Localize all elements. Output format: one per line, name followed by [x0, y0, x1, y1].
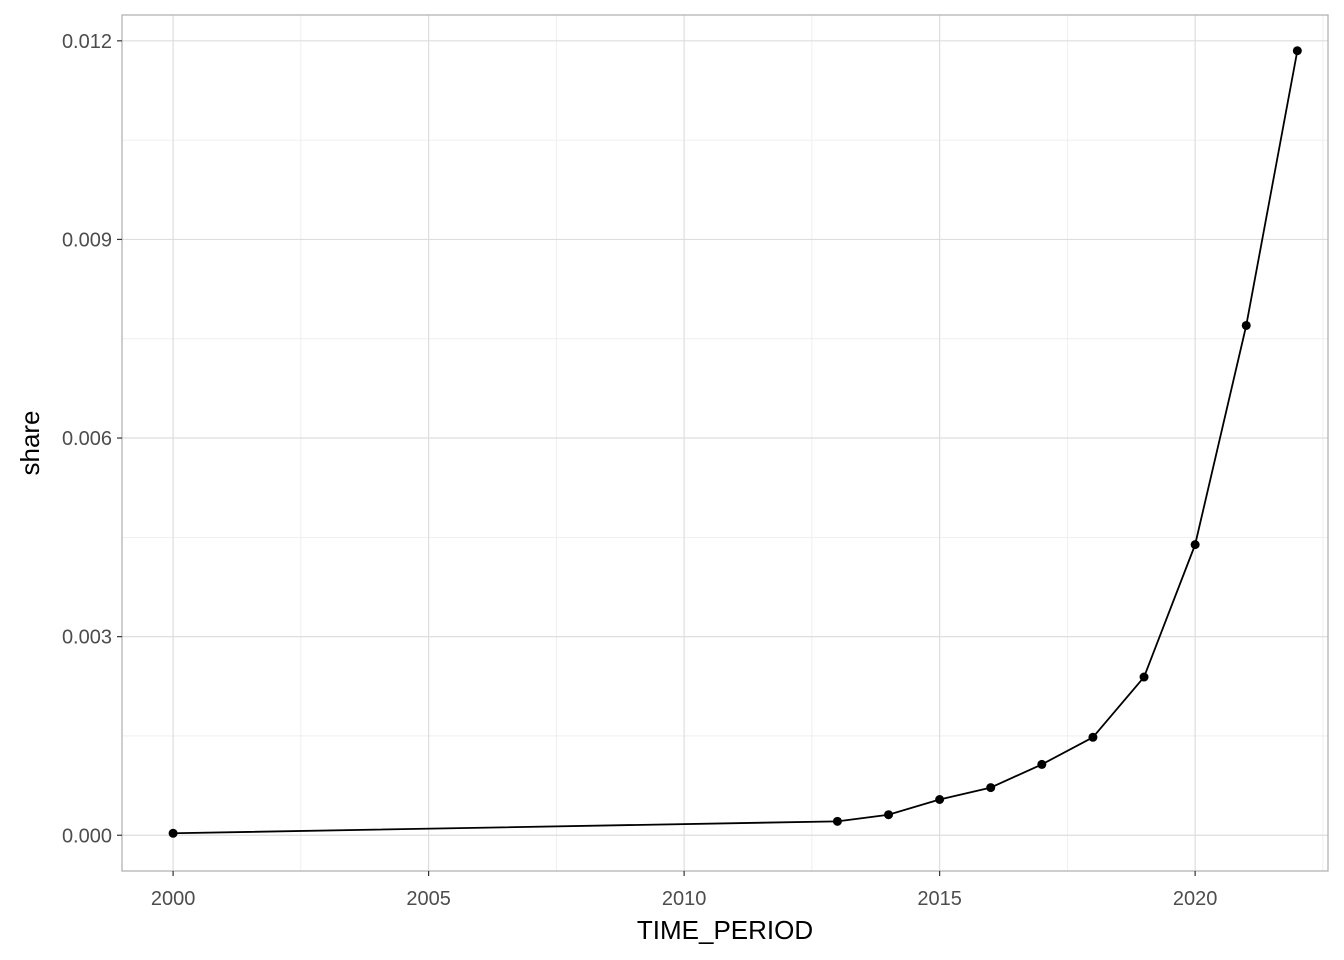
minor-gridlines [122, 15, 1328, 871]
data-point [1037, 759, 1047, 769]
y-tick-label: 0.012 [62, 31, 112, 53]
x-tick-label: 2005 [406, 888, 451, 910]
y-tick-label: 0.000 [62, 825, 112, 847]
major-gridlines [122, 15, 1328, 871]
x-tick-label: 2010 [662, 888, 707, 910]
data-point [1241, 320, 1251, 330]
y-axis-tick-labels: 0.000 0.003 0.006 0.009 0.012 [62, 31, 112, 847]
x-tick-label: 2020 [1173, 888, 1218, 910]
data-point [168, 828, 178, 838]
data-point [1190, 540, 1200, 550]
series-line [173, 50, 1299, 835]
x-axis-tick-labels: 2000 2005 2010 2015 2020 [151, 888, 1218, 910]
y-tick-label: 0.006 [62, 428, 112, 450]
y-tick-label: 0.003 [62, 627, 112, 649]
data-point [935, 795, 945, 805]
data-point [986, 783, 996, 793]
x-tick-label: 2000 [151, 888, 196, 910]
data-point [1139, 672, 1149, 682]
panel-border [121, 14, 1329, 872]
x-tick-label: 2015 [917, 888, 962, 910]
x-axis-ticks [172, 871, 1196, 876]
y-tick-label: 0.009 [62, 229, 112, 251]
data-point [832, 816, 842, 826]
x-axis-title: TIME_PERIOD [637, 915, 813, 945]
y-axis-ticks [117, 40, 122, 836]
data-series [168, 46, 1302, 838]
data-point [1292, 46, 1302, 56]
data-point [884, 810, 894, 820]
data-point [1088, 732, 1098, 742]
y-axis-title: share [15, 410, 45, 475]
